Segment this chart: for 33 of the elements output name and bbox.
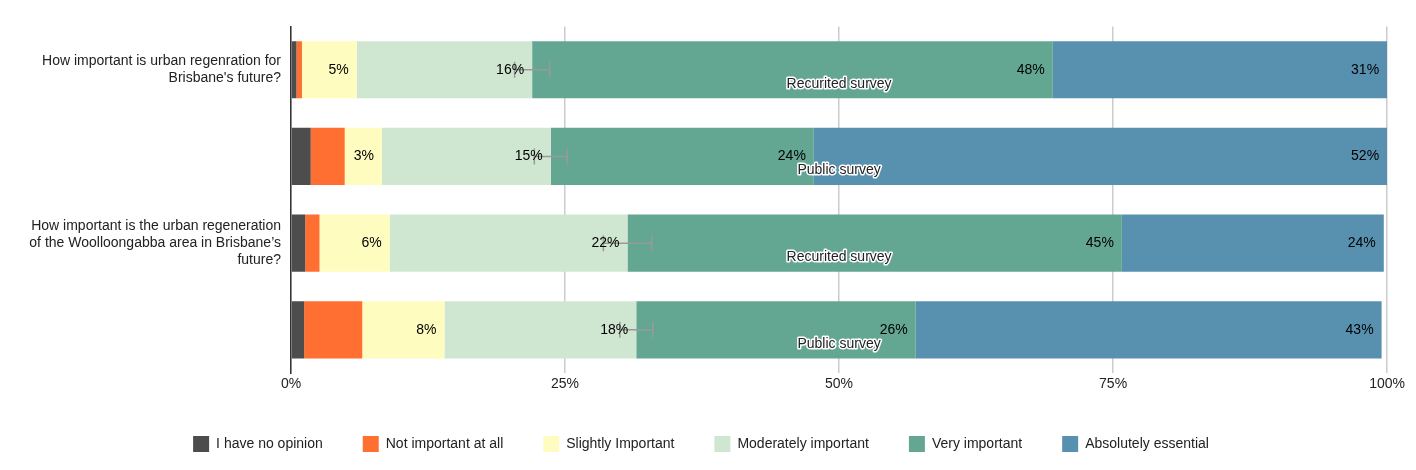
annotation: Public survey [797, 334, 881, 351]
y-tick-label: How important is urban regenration for Brisbane's future? [42, 52, 282, 86]
data-label: 22% [591, 234, 620, 251]
data-label: 15% [514, 147, 543, 164]
annotation: Recurited survey [786, 74, 892, 91]
data-label: 31% [1351, 60, 1380, 77]
legend-label: Slightly Important [566, 434, 675, 451]
legend-label: I have no opinion [216, 434, 323, 451]
data-label: 26% [879, 320, 908, 337]
legend-label: Not important at all [385, 434, 504, 451]
data-label: 8% [416, 320, 437, 337]
data-label: 5% [328, 60, 349, 77]
legend-label: Absolutely essential [1085, 434, 1209, 451]
x-tick-label: 75% [1099, 375, 1128, 392]
data-label: 24% [1347, 234, 1376, 251]
x-tick-label: 0% [280, 375, 302, 392]
data-label: 45% [1085, 234, 1114, 251]
data-label: 6% [361, 234, 382, 251]
x-tick-label: 25% [551, 375, 580, 392]
data-label: 18% [600, 320, 629, 337]
y-tick-label: How important is the urban regeneration of the Woolloongabba area in Brisbane’s future? [29, 217, 282, 267]
data-label: 43% [1345, 320, 1374, 337]
data-label: 16% [496, 60, 525, 77]
legend-label: Moderately important [737, 434, 870, 451]
data-label: 48% [1016, 60, 1045, 77]
annotation: Public survey [797, 161, 881, 178]
data-label: 3% [353, 147, 374, 164]
x-tick-label: 100% [1369, 375, 1405, 392]
x-tick-label: 50% [825, 375, 854, 392]
legend-label: Very important [931, 434, 1023, 451]
data-label: 52% [1351, 147, 1380, 164]
annotation: Recurited survey [786, 248, 892, 265]
data-label: 24% [777, 147, 806, 164]
